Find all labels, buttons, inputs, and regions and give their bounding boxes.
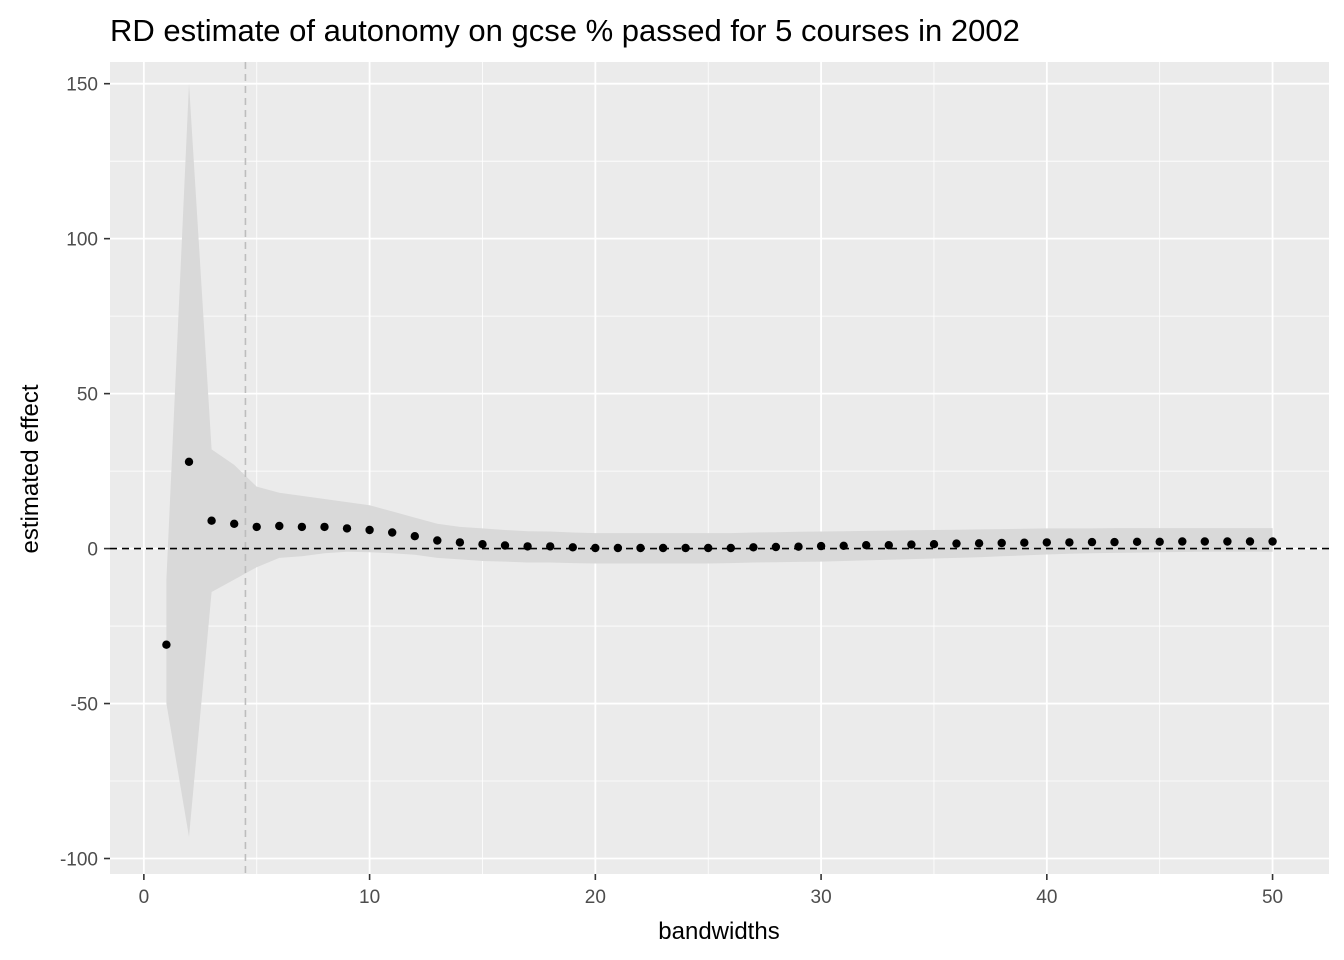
data-point bbox=[207, 516, 216, 525]
data-point bbox=[794, 542, 803, 551]
data-point bbox=[974, 539, 984, 548]
x-axis: 0 10 20 30 40 50 bbox=[139, 874, 1283, 908]
estimate-points bbox=[162, 457, 1277, 649]
y-axis: -100 -50 0 50 100 150 bbox=[60, 75, 110, 871]
data-point bbox=[1200, 537, 1210, 546]
data-point bbox=[455, 538, 465, 547]
data-point bbox=[636, 543, 645, 553]
data-point bbox=[1020, 538, 1029, 547]
x-axis-title: bandwidths bbox=[658, 918, 779, 945]
data-point bbox=[320, 522, 329, 532]
data-point bbox=[704, 543, 713, 553]
data-point bbox=[388, 528, 397, 537]
y-tick-label: -50 bbox=[71, 695, 98, 716]
data-point bbox=[546, 542, 555, 551]
x-tick-label: 0 bbox=[139, 887, 150, 908]
data-point bbox=[884, 541, 893, 550]
x-tick-label: 30 bbox=[811, 887, 832, 908]
data-point bbox=[478, 540, 487, 549]
data-point bbox=[162, 640, 171, 649]
data-point bbox=[997, 538, 1006, 548]
data-point bbox=[862, 541, 871, 550]
data-point bbox=[681, 543, 690, 553]
data-point bbox=[1110, 537, 1119, 547]
data-point bbox=[433, 536, 442, 545]
data-point bbox=[907, 540, 916, 549]
data-point bbox=[839, 541, 848, 550]
data-point bbox=[184, 457, 194, 466]
data-point bbox=[613, 543, 623, 553]
data-point bbox=[1268, 537, 1277, 546]
data-point bbox=[591, 543, 600, 553]
data-point bbox=[816, 541, 826, 551]
data-point bbox=[365, 525, 374, 535]
x-tick-label: 10 bbox=[359, 887, 380, 908]
data-point bbox=[658, 543, 668, 553]
data-point bbox=[500, 541, 510, 550]
data-point bbox=[523, 542, 532, 551]
data-point bbox=[1223, 537, 1232, 546]
data-point bbox=[1245, 537, 1255, 546]
data-point bbox=[1155, 537, 1164, 546]
data-point bbox=[410, 532, 419, 541]
y-tick-label: 0 bbox=[87, 540, 98, 561]
chart-title: RD estimate of autonomy on gcse % passed… bbox=[110, 13, 1020, 48]
data-point bbox=[726, 543, 735, 553]
x-tick-label: 20 bbox=[585, 887, 606, 908]
data-point bbox=[252, 522, 261, 532]
data-point bbox=[230, 519, 239, 528]
minor-grid bbox=[110, 62, 1329, 874]
x-tick-label: 40 bbox=[1036, 887, 1057, 908]
data-point bbox=[568, 543, 577, 552]
data-point bbox=[771, 542, 781, 552]
y-tick-label: 50 bbox=[77, 385, 98, 406]
x-tick-label: 50 bbox=[1262, 887, 1283, 908]
data-point bbox=[1132, 537, 1142, 546]
data-point bbox=[1042, 538, 1052, 547]
plot-panel bbox=[110, 62, 1329, 874]
y-tick-label: 100 bbox=[66, 230, 98, 251]
data-point bbox=[929, 540, 939, 549]
y-axis-title: estimated effect bbox=[17, 384, 44, 553]
data-point bbox=[1087, 537, 1097, 547]
y-tick-label: 150 bbox=[66, 75, 98, 96]
data-point bbox=[1178, 537, 1187, 546]
y-tick-label: -100 bbox=[60, 850, 98, 871]
data-point bbox=[1065, 538, 1074, 547]
data-point bbox=[952, 539, 961, 548]
data-point bbox=[297, 522, 307, 532]
data-point bbox=[749, 543, 758, 552]
data-point bbox=[275, 521, 284, 531]
data-point bbox=[342, 524, 352, 533]
